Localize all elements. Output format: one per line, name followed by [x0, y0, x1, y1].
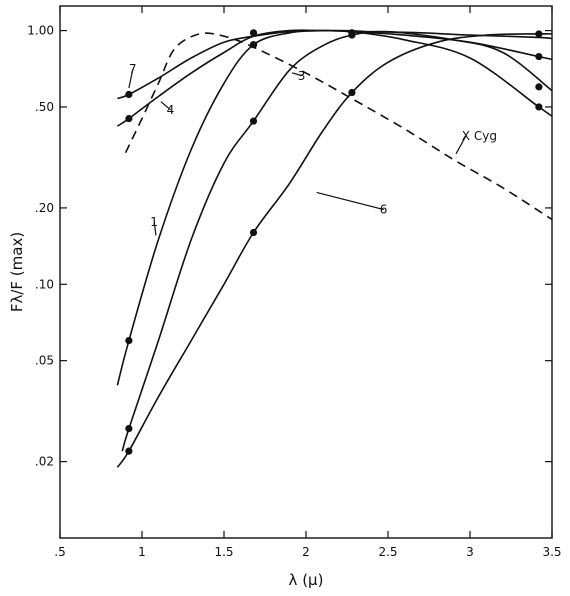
- data-point-7: [125, 90, 133, 99]
- y-tick-label: .02: [35, 455, 54, 469]
- x-tick-label: 2: [302, 545, 310, 559]
- curve-label-1: 1: [150, 215, 158, 229]
- data-point-4: [249, 29, 258, 37]
- y-tick-label: 1.00: [27, 24, 54, 38]
- series-line-4: [116, 29, 553, 127]
- data-point-3: [125, 424, 133, 433]
- data-point-1: [125, 336, 133, 345]
- data-point-6: [535, 30, 543, 38]
- data-point-1: [535, 52, 543, 61]
- x-axis-label: λ (μ): [289, 571, 324, 589]
- curve-leader-7: [128, 68, 134, 89]
- curve-leader-4: [160, 101, 171, 111]
- data-point-6: [249, 228, 258, 237]
- x-tick-label: .5: [54, 545, 65, 559]
- curve-leader-x-cyg: [455, 135, 467, 155]
- data-point-6: [125, 447, 133, 455]
- series-line-x-cyg: [124, 32, 553, 221]
- curve-label-x-cyg: X Cyg: [462, 129, 497, 143]
- axis-tick-labels: .5 1 1.5 2 2.5 3 3.5 .02 .05 .10 .20 .50 1.00: [27, 24, 561, 559]
- data-point-7: [249, 41, 258, 49]
- curve-leader-3: [291, 72, 302, 77]
- data-point-4: [125, 114, 133, 123]
- data-point-6: [348, 88, 356, 97]
- x-tick-label: 1.5: [214, 545, 233, 559]
- curve-leader-6: [316, 191, 384, 211]
- y-tick-label: .05: [35, 354, 54, 368]
- series-line-3: [121, 30, 553, 452]
- x-tick-label: 2.5: [378, 545, 397, 559]
- series-line-6: [116, 33, 553, 468]
- data-point-3: [249, 117, 258, 125]
- data-points: [125, 29, 543, 455]
- data-point-3: [535, 83, 543, 91]
- data-point-4: [535, 103, 543, 111]
- series-curves: [116, 29, 553, 468]
- series-line-1: [116, 29, 553, 386]
- y-tick-label: .10: [35, 277, 54, 291]
- y-axis-label: Fλ/F (max): [8, 232, 26, 312]
- plot-frame: [59, 5, 553, 539]
- data-point-4: [348, 29, 356, 37]
- series-line-7: [117, 29, 553, 100]
- axis-ticks: [59, 6, 553, 538]
- y-tick-label: .50: [35, 100, 54, 114]
- x-tick-label: 3.5: [542, 545, 561, 559]
- x-tick-label: 3: [466, 545, 474, 559]
- y-tick-label: .20: [35, 201, 54, 215]
- x-tick-label: 1: [138, 545, 146, 559]
- curve-leader-1: [153, 221, 157, 236]
